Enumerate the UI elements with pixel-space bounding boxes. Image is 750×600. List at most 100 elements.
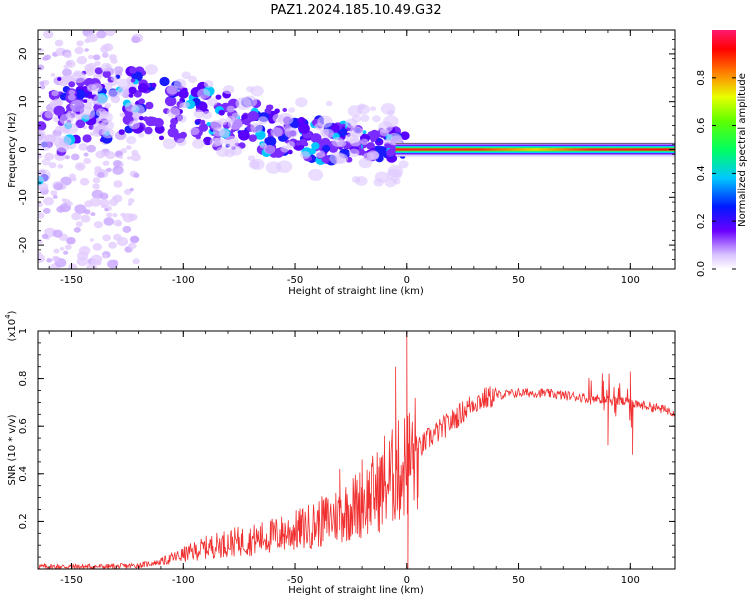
spectrogram-noise-mark xyxy=(105,30,116,37)
spectrogram-noise-mark xyxy=(130,153,141,162)
spectrogram-blob xyxy=(145,116,157,127)
spectrogram-noise-mark xyxy=(46,258,53,263)
spectrogram-blob xyxy=(337,128,348,137)
spectrogram-noise-mark xyxy=(128,213,138,221)
spectrogram-halo xyxy=(173,78,187,89)
spectrogram-halo xyxy=(197,88,211,100)
spectrogram-halo xyxy=(53,98,61,105)
spectrogram-y-ticks: -20 -10 0 10 20 xyxy=(18,29,675,270)
spectrogram-blob xyxy=(102,70,111,78)
spectrogram-blob xyxy=(138,116,144,121)
spectrogram-blob xyxy=(138,98,145,105)
spectrogram-noise-mark xyxy=(112,160,122,168)
spectrogram-blob xyxy=(264,136,277,147)
spectrogram-halo xyxy=(387,165,404,178)
spectrogram-noise-mark xyxy=(69,173,76,179)
spectrogram-halo xyxy=(189,127,200,136)
spectrogram-halo xyxy=(319,128,330,136)
spectrogram-noise-mark xyxy=(128,198,135,204)
spectrogram-blob xyxy=(137,82,149,93)
spectrogram-halo xyxy=(181,71,191,80)
spectrogram-noise-mark xyxy=(108,54,117,61)
spectrogram-halo xyxy=(130,104,145,116)
spectrogram-noise-mark xyxy=(90,260,97,266)
spectrogram-noise-mark xyxy=(39,84,46,90)
spectrogram-halo xyxy=(202,111,213,120)
spectrogram-noise-mark xyxy=(68,263,78,269)
x-tick-label: 50 xyxy=(512,575,525,586)
spectrogram-blob xyxy=(68,81,76,88)
spectrogram-noise-mark xyxy=(75,221,83,227)
snr-frame-bg xyxy=(38,331,675,569)
spectrogram-halo xyxy=(222,84,235,95)
spectrogram-noise-mark xyxy=(119,112,126,118)
spectrogram-noise-mark xyxy=(64,155,70,160)
spectrogram-halo xyxy=(286,141,296,149)
y-tick-label: 10 xyxy=(18,95,29,108)
spectrogram-noise-mark xyxy=(96,30,107,39)
spectrogram-noise-mark xyxy=(42,207,51,214)
spectrogram-blob xyxy=(75,119,86,129)
spectrogram-halo xyxy=(203,80,214,88)
spectrogram-noise-mark xyxy=(102,51,109,57)
y-tick-label: 0.8 xyxy=(18,371,29,387)
spectrogram-halo xyxy=(325,100,333,107)
spectrogram-blob xyxy=(94,67,103,75)
spectrogram-halo xyxy=(177,115,187,123)
spectrogram-halo xyxy=(349,137,361,147)
spectrogram-halo xyxy=(192,138,205,149)
spectrogram-blob xyxy=(386,148,395,157)
spectrogram-halo xyxy=(86,98,94,104)
spectrogram-noise-mark xyxy=(38,253,46,263)
spectrogram-blob xyxy=(53,105,66,116)
spectrogram-noise-mark xyxy=(86,33,98,43)
spectrogram-noise-mark xyxy=(38,201,43,208)
spectrogram-halo xyxy=(176,138,187,147)
snr-series-line xyxy=(38,331,675,569)
spectrogram-halo xyxy=(357,103,366,110)
spectrogram-blob xyxy=(321,155,331,164)
spectrogram-halo xyxy=(387,109,395,116)
spectrogram-noise-mark xyxy=(39,48,44,52)
spectrogram-noise-mark xyxy=(123,188,132,195)
spectrogram-noise-mark xyxy=(92,243,103,251)
spectrogram-noise-mark xyxy=(91,189,104,199)
spectrogram-noise-mark xyxy=(102,160,110,166)
spectrogram-halo xyxy=(315,150,326,159)
spectrogram-halo xyxy=(38,139,52,152)
spectrogram-halo xyxy=(166,107,181,118)
spectrogram-blob xyxy=(311,142,320,150)
colorbar-tick-label: 0.4 xyxy=(696,165,707,181)
spectrogram-noise-mark xyxy=(76,56,88,65)
spectrogram-noise-mark xyxy=(120,212,126,217)
spectrogram-noise-mark xyxy=(62,68,72,77)
spectrogram-noise-mark xyxy=(113,180,123,188)
spectrogram-noise-mark xyxy=(114,66,124,74)
figure-title: PAZ1.2024.185.10.49.G32 xyxy=(270,3,441,18)
spectrogram-halo xyxy=(270,127,283,138)
spectrogram-x-ticks: -150 -100 -50 0 50 100 xyxy=(48,30,676,286)
spectrogram-halo xyxy=(138,132,145,138)
spectrogram-blob xyxy=(169,123,177,130)
spectrogram-noise-mark xyxy=(63,65,69,69)
spectrogram-blob xyxy=(164,95,177,107)
spectrogram-noise-mark xyxy=(39,81,45,86)
spectrogram-noise-mark xyxy=(89,132,95,136)
spectrogram-noise-mark xyxy=(106,167,112,173)
spectrogram-halo xyxy=(372,115,381,123)
spectrogram-noise-mark xyxy=(41,233,49,240)
x-tick-label: 0 xyxy=(404,575,410,586)
spectrogram-noise-mark xyxy=(63,250,69,255)
spectrogram-blob xyxy=(82,134,92,143)
spectrogram-noise-mark xyxy=(76,40,84,47)
spectrogram-noise-mark xyxy=(128,242,137,250)
spectrogram-blob xyxy=(73,89,86,100)
x-tick-label: 50 xyxy=(512,275,525,286)
spectrogram-blob xyxy=(144,126,153,135)
spectrogram-halo xyxy=(166,85,179,95)
spectrogram-noise-mark xyxy=(42,56,49,61)
spectrogram-halo xyxy=(351,176,361,183)
spectrogram-noise-mark xyxy=(83,157,92,165)
spectrogram-blob xyxy=(297,117,306,125)
spectrogram-halo xyxy=(179,102,187,109)
